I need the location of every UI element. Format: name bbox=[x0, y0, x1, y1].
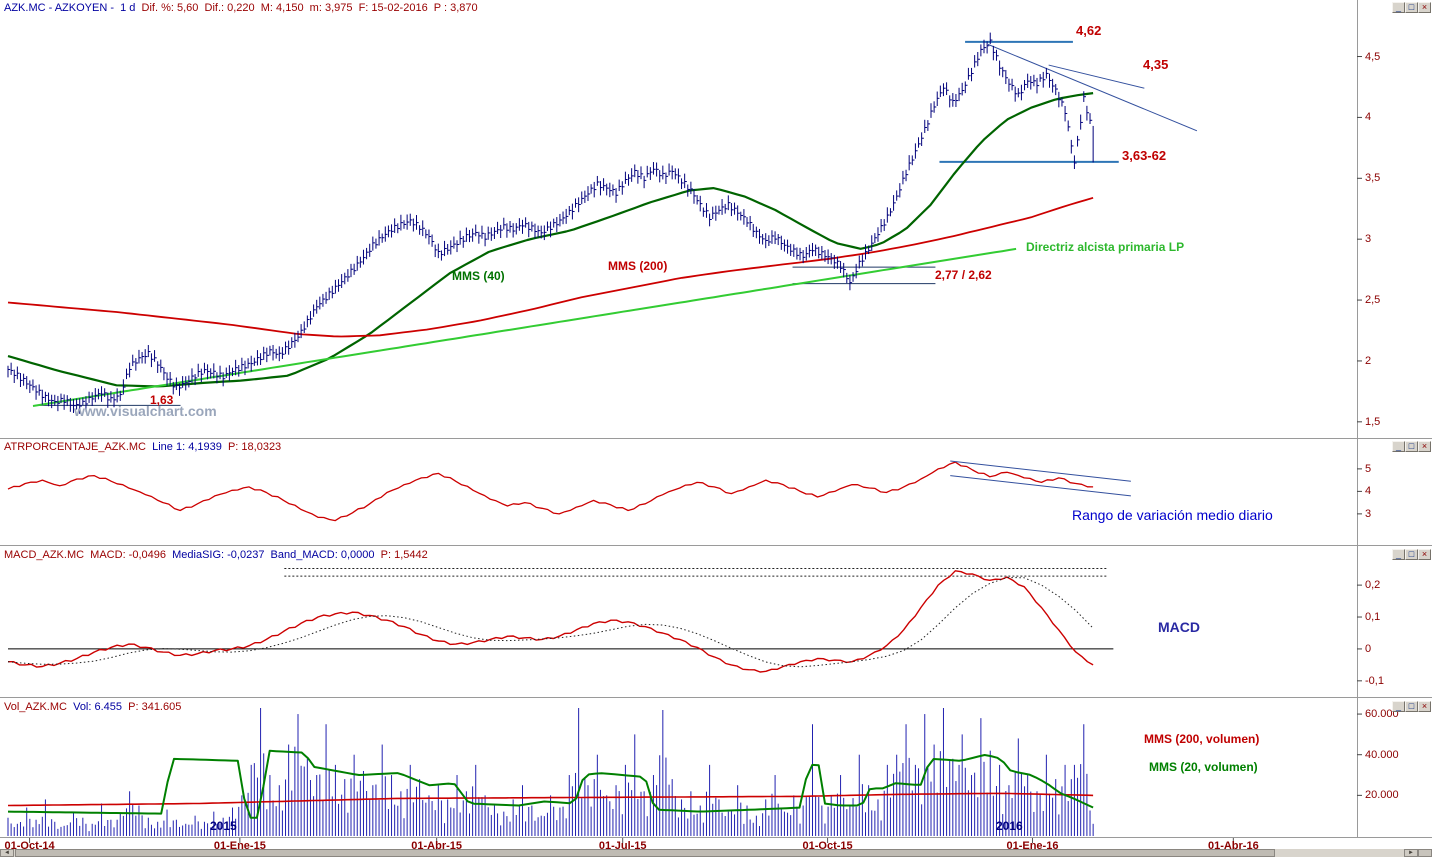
close-button[interactable]: × bbox=[1418, 549, 1431, 560]
close-button[interactable]: × bbox=[1418, 701, 1431, 712]
restore-button[interactable]: □ bbox=[1405, 549, 1418, 560]
close-button[interactable]: × bbox=[1418, 2, 1431, 13]
scrollbar-corner bbox=[1418, 849, 1432, 857]
minimize-button[interactable]: _ bbox=[1392, 441, 1405, 452]
minimize-button[interactable]: _ bbox=[1392, 2, 1405, 13]
minimize-button[interactable]: _ bbox=[1392, 549, 1405, 560]
close-button[interactable]: × bbox=[1418, 441, 1431, 452]
scroll-right-button[interactable]: ► bbox=[1404, 849, 1418, 857]
restore-button[interactable]: □ bbox=[1405, 441, 1418, 452]
scroll-left-button[interactable]: ◄ bbox=[0, 849, 14, 857]
scrollbar-thumb[interactable] bbox=[15, 849, 1275, 857]
horizontal-scrollbar[interactable]: ◄ ► bbox=[0, 849, 1432, 857]
minimize-button[interactable]: _ bbox=[1392, 701, 1405, 712]
restore-button[interactable]: □ bbox=[1405, 701, 1418, 712]
restore-button[interactable]: □ bbox=[1405, 2, 1418, 13]
